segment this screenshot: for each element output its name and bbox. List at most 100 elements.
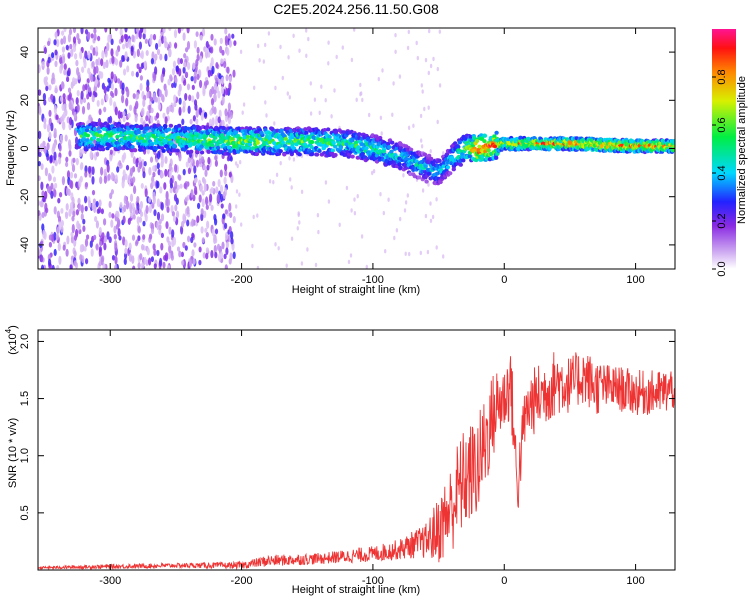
heatmap-cell <box>183 182 187 189</box>
heatmap-cell <box>190 189 194 198</box>
heatmap-cell <box>158 218 162 225</box>
heatmap-cell <box>359 92 362 97</box>
heatmap-cell <box>361 97 364 103</box>
heatmap-cell <box>111 254 116 261</box>
heatmap-cell <box>108 200 112 209</box>
heatmap-cell <box>75 209 79 216</box>
heatmap-cell <box>53 105 58 115</box>
heatmap-cell <box>149 34 153 40</box>
heatmap-cell <box>482 139 487 144</box>
heatmap-cell <box>213 106 217 115</box>
heatmap-cell <box>89 240 93 248</box>
heatmap-cell <box>248 126 253 131</box>
heatmap-cell <box>49 155 53 162</box>
heatmap-cell <box>274 242 277 247</box>
heatmap-cell <box>177 89 181 97</box>
heatmap-cell <box>366 150 371 155</box>
heatmap-cell <box>292 157 296 162</box>
heatmap-cell <box>139 83 143 91</box>
heatmap-cell <box>163 124 168 129</box>
colorbar-gradient <box>712 29 736 269</box>
heatmap-cell <box>43 145 47 155</box>
heatmap-cell <box>189 118 193 125</box>
heatmap-cell <box>38 160 41 167</box>
heatmap-cell <box>130 145 135 149</box>
heatmap-cell <box>135 124 140 129</box>
heatmap-cell <box>53 248 57 257</box>
heatmap-cell <box>283 136 288 141</box>
heatmap-cell <box>420 83 423 88</box>
heatmap-cell <box>448 171 453 176</box>
heatmap-cell <box>128 253 132 262</box>
heatmap-cell <box>216 243 221 251</box>
heatmap-cell <box>213 135 218 140</box>
heatmap-cell <box>193 135 198 140</box>
heatmap-cell <box>171 143 177 148</box>
heatmap-cell <box>199 150 205 155</box>
heatmap-cell <box>174 180 178 190</box>
heatmap-cell <box>298 220 301 225</box>
heatmap-cell <box>41 190 45 198</box>
spectrogram-heatmap <box>38 28 675 269</box>
heatmap-cell <box>127 248 131 256</box>
heatmap-cell <box>139 75 143 81</box>
heatmap-cell <box>72 210 76 218</box>
heatmap-cell <box>70 48 74 58</box>
colorbar-tick-label: 0.8 <box>716 69 728 84</box>
heatmap-cell <box>119 28 123 37</box>
heatmap-cell <box>220 76 225 85</box>
heatmap-cell <box>386 141 391 146</box>
heatmap-cell <box>203 164 207 171</box>
heatmap-cell <box>168 105 172 112</box>
heatmap-cell <box>177 28 181 34</box>
heatmap-cell <box>474 139 480 143</box>
heatmap-cell <box>364 146 369 151</box>
heatmap-cell <box>426 171 432 176</box>
heatmap-cell <box>135 100 139 110</box>
heatmap-cell <box>72 44 77 53</box>
heatmap-cell <box>402 173 405 178</box>
heatmap-cell <box>44 190 48 200</box>
heatmap-cell <box>187 157 191 164</box>
heatmap-cell <box>91 95 95 103</box>
heatmap-cell <box>309 152 315 157</box>
heatmap-cell <box>143 28 147 35</box>
heatmap-cell <box>95 58 99 66</box>
heatmap-cell <box>287 138 293 143</box>
heatmap-cell <box>416 175 422 180</box>
heatmap-cell <box>395 228 399 233</box>
heatmap-cell <box>309 111 313 116</box>
heatmap-cell <box>179 183 183 189</box>
heatmap-cell <box>353 28 356 32</box>
heatmap-cell <box>72 157 76 163</box>
heatmap-cell <box>210 204 214 211</box>
heatmap-cell <box>62 97 66 105</box>
heatmap-cell <box>47 56 51 64</box>
heatmap-cell <box>75 157 79 166</box>
heatmap-cell <box>76 220 80 229</box>
heatmap-cell <box>224 28 228 35</box>
heatmap-cell <box>160 232 164 239</box>
heatmap-cell <box>84 83 88 91</box>
heatmap-cell <box>135 71 139 78</box>
heatmap-cell <box>138 41 142 50</box>
heatmap-cell <box>198 246 202 253</box>
heatmap-cell <box>80 213 84 221</box>
heatmap-cell <box>137 262 141 269</box>
heatmap-cell <box>133 185 137 195</box>
heatmap-cell <box>228 202 232 212</box>
heatmap-cell <box>239 160 242 165</box>
y-tick-label: -20 <box>19 189 31 205</box>
heatmap-cell <box>420 144 424 149</box>
heatmap-cell <box>65 248 69 257</box>
heatmap-cell <box>154 53 158 61</box>
heatmap-cell <box>54 160 58 167</box>
heatmap-cell <box>226 47 230 56</box>
heatmap-cell <box>117 228 121 237</box>
heatmap-cell <box>156 211 161 221</box>
heatmap-cell <box>144 38 148 44</box>
heatmap-cell <box>182 168 186 176</box>
heatmap-cell <box>72 77 76 85</box>
heatmap-cell <box>144 188 148 198</box>
heatmap-cell <box>345 185 349 191</box>
